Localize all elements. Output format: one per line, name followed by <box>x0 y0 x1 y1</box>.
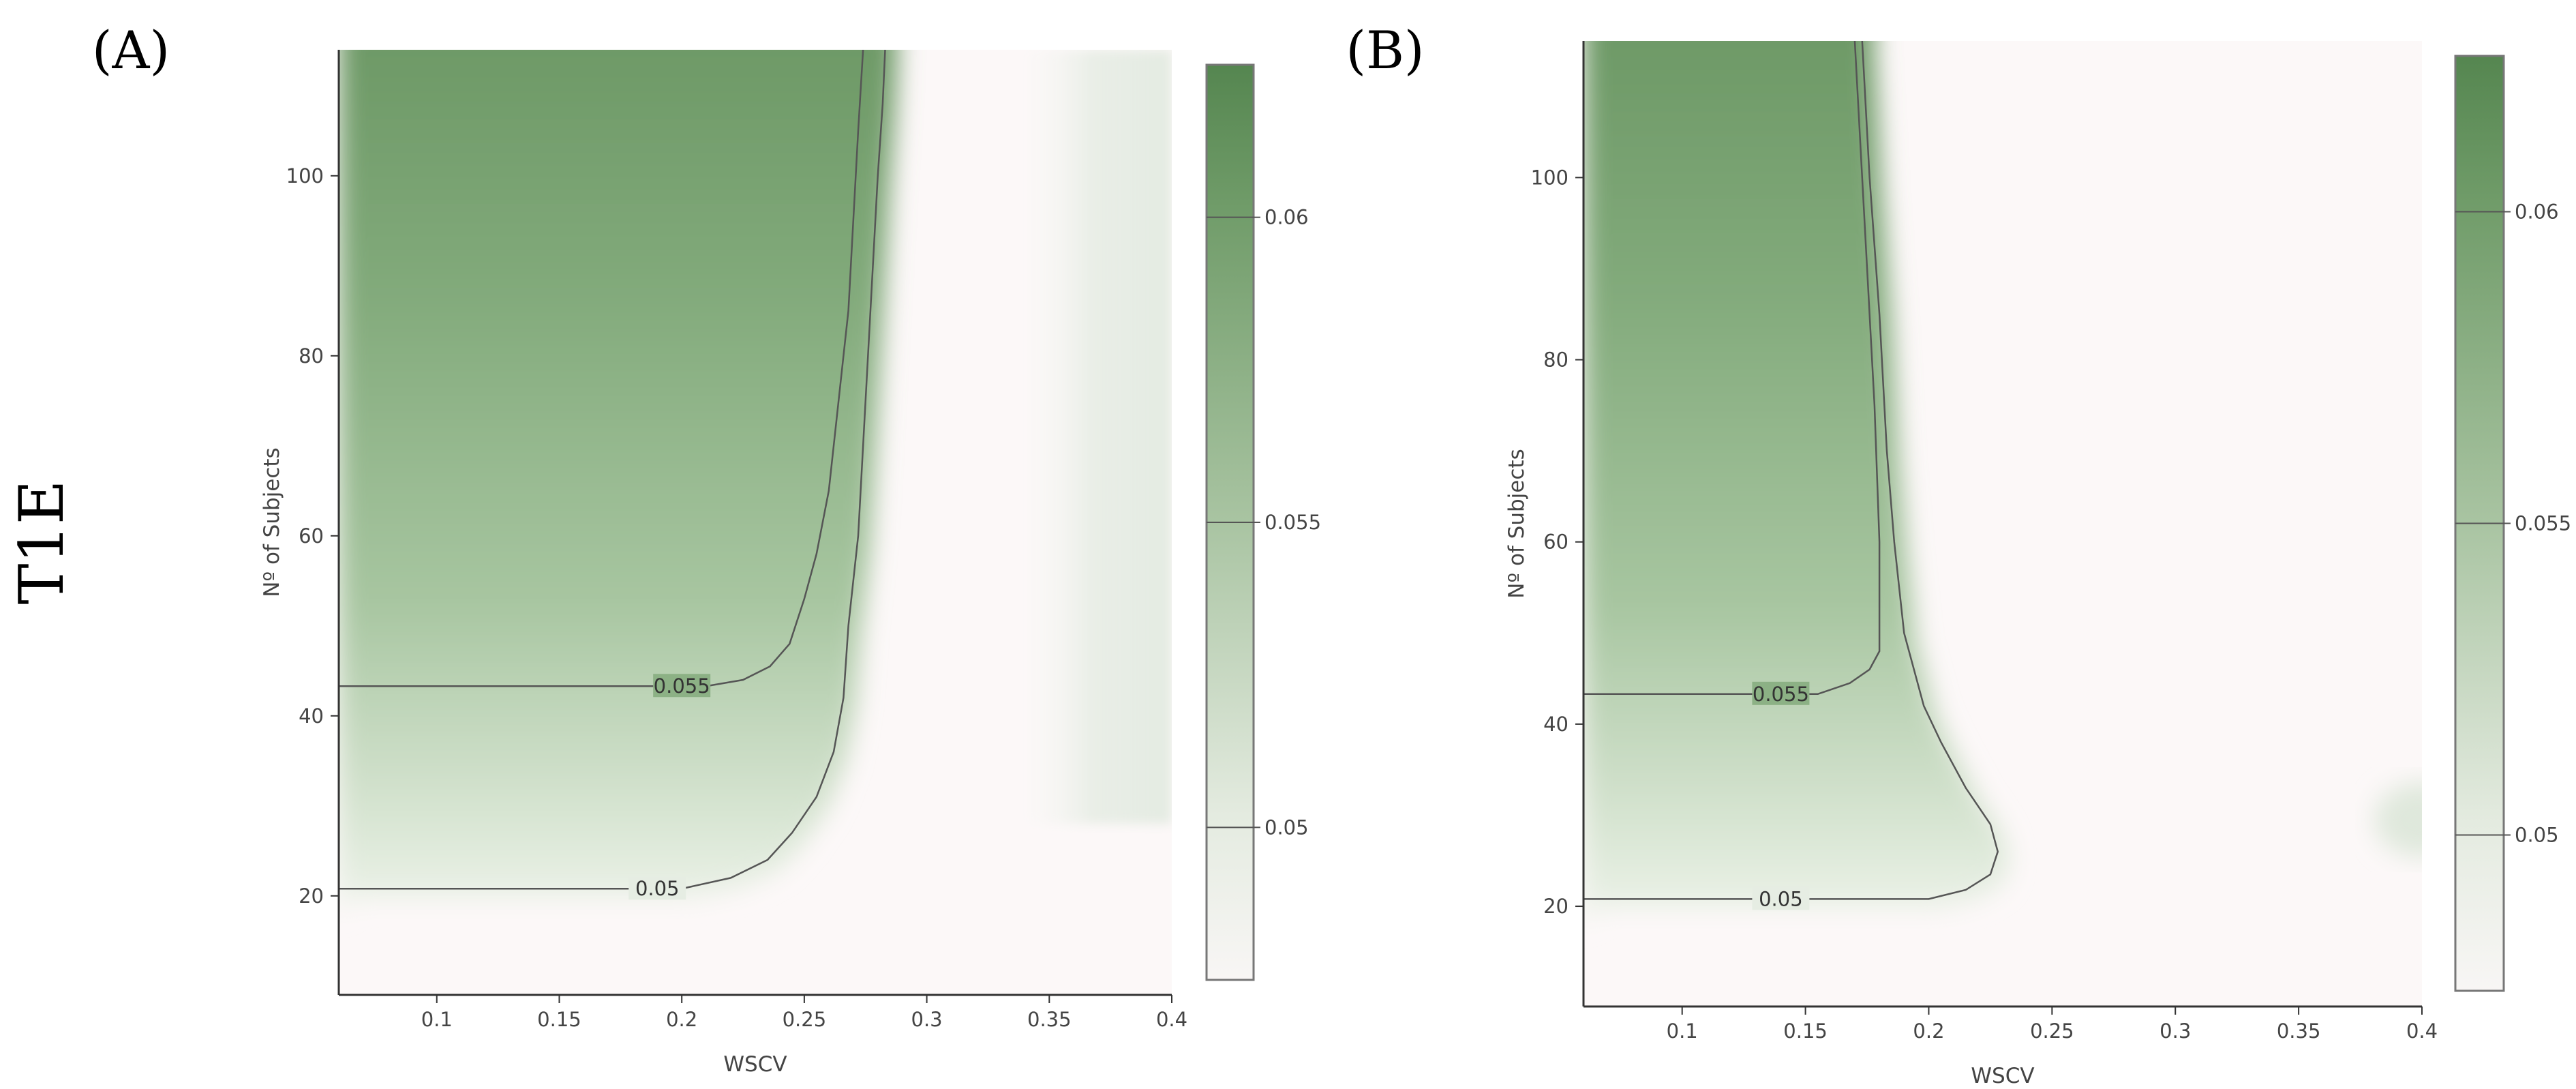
y-axis-title: Nº of Subjects <box>1504 449 1529 598</box>
colorbar: 0.05 0.055 0.06 <box>2454 55 2571 992</box>
panel-label: (B) <box>1346 20 1424 80</box>
contour-label-bg <box>628 876 686 900</box>
panel-label: (A) <box>92 20 170 80</box>
y-tick-label: 20 <box>1543 895 1569 918</box>
x-tick-label: 0.3 <box>2160 1019 2191 1043</box>
colorbar-tick-label: 0.055 <box>1264 511 1321 534</box>
heatmap-panel-b: 0.05 0.055 0.1 0.15 0.2 0.25 0.3 0.35 0.4 20 40 60 8… <box>1346 20 2571 1088</box>
x-tick-label: 0.15 <box>1783 1019 1828 1043</box>
contour-line-0-05 <box>1584 41 1999 900</box>
contour-label: 0.05 <box>1759 887 1803 910</box>
x-axis-title: WSCV <box>723 1052 787 1077</box>
contour-label-bg <box>1752 886 1810 910</box>
contour-label: 0.055 <box>654 674 710 698</box>
x-tick-label: 0.1 <box>421 1008 453 1031</box>
colorbar-tick-label: 0.05 <box>1264 816 1309 839</box>
x-axis-title: WSCV <box>1971 1064 2034 1088</box>
x-tick-label: 0.15 <box>537 1008 581 1031</box>
right-edge-region <box>2374 782 2422 858</box>
contour-label-bg <box>653 674 711 698</box>
x-tick-label: 0.2 <box>666 1008 697 1031</box>
x-tick-label: 0.4 <box>1156 1008 1187 1031</box>
contour-label-bg <box>1752 681 1810 705</box>
y-tick-label: 80 <box>1543 348 1569 372</box>
y-tick-label: 60 <box>299 524 324 548</box>
x-tick-label: 0.1 <box>1667 1019 1698 1043</box>
colorbar-tick-label: 0.055 <box>2515 512 2571 535</box>
heatmap-panel-a: 0.05 0.055 0.1 0.15 0.2 0.25 0.3 0.35 0.4 20 40 60 8… <box>92 20 1321 1077</box>
heatmap-surface: 0.05 0.055 <box>1584 41 2422 1006</box>
colorbar-tick-label: 0.05 <box>2515 824 2559 847</box>
y-tick-label: 40 <box>1543 713 1569 736</box>
x-tick-label: 0.25 <box>2030 1019 2074 1043</box>
x-tick-label: 0.35 <box>2277 1019 2321 1043</box>
x-tick-label: 0.3 <box>911 1008 943 1031</box>
heatmap-surface: 0.05 0.055 <box>339 50 1172 995</box>
y-tick-label: 60 <box>1543 531 1569 554</box>
contour-label: 0.055 <box>1753 683 1809 706</box>
y-tick-label: 20 <box>299 884 324 908</box>
contour-line-0-055 <box>339 50 864 687</box>
contour-line-0-05 <box>339 50 886 890</box>
y-tick-label: 80 <box>299 344 324 368</box>
x-tick-label: 0.35 <box>1027 1008 1072 1031</box>
high-value-region <box>339 50 898 916</box>
right-edge-region <box>1012 50 1172 824</box>
x-tick-label: 0.4 <box>2406 1019 2438 1043</box>
x-tick-label: 0.25 <box>783 1008 827 1031</box>
colorbar-tick-label: 0.06 <box>2515 200 2559 224</box>
y-tick-label: 100 <box>286 164 324 188</box>
row-label-t1e: T1E <box>6 480 78 605</box>
contour-line-0-055 <box>1584 41 1881 696</box>
colorbar: 0.05 0.055 0.06 <box>1205 63 1321 981</box>
y-tick-label: 40 <box>299 704 324 728</box>
y-axis-title: Nº of Subjects <box>260 447 284 597</box>
y-tick-label: 100 <box>1531 166 1569 189</box>
x-tick-label: 0.2 <box>1913 1019 1944 1043</box>
contour-label: 0.05 <box>635 877 680 900</box>
colorbar-tick-label: 0.06 <box>1264 206 1309 229</box>
high-value-region <box>1584 41 2010 927</box>
